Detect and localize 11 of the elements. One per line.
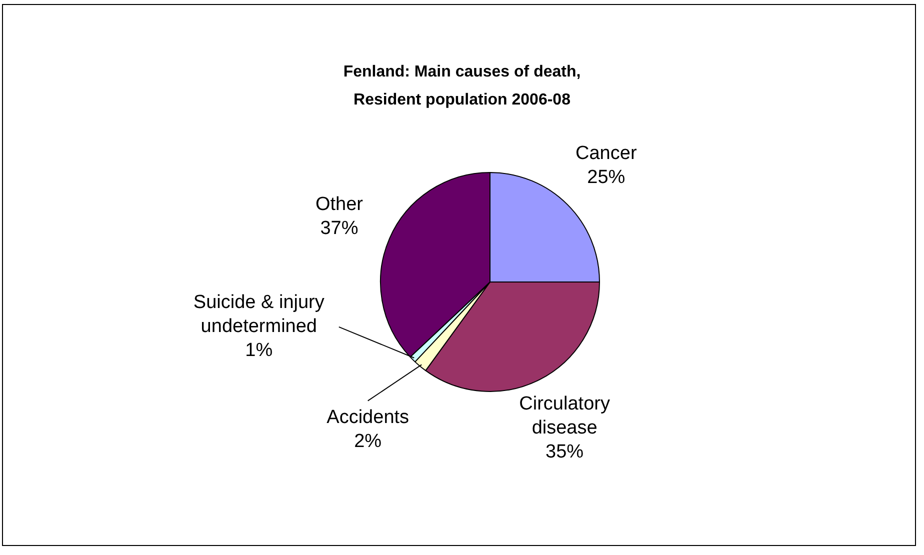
data-label: 25% — [587, 167, 626, 188]
slice-label: Other — [315, 194, 364, 216]
data-label: 1% — [245, 340, 273, 362]
data-label: 2% — [354, 430, 382, 452]
chart-title: Fenland: Main causes of death, Resident population 2006-08 — [343, 63, 581, 108]
slice-label: Accidents — [326, 406, 410, 428]
slice-label: Cancer — [576, 143, 638, 164]
slice-label: Circulatory disease — [519, 394, 610, 439]
slice-label: Suicide & injury undetermined — [193, 292, 325, 338]
data-label: 37% — [320, 218, 358, 240]
data-label: 35% — [546, 442, 584, 463]
